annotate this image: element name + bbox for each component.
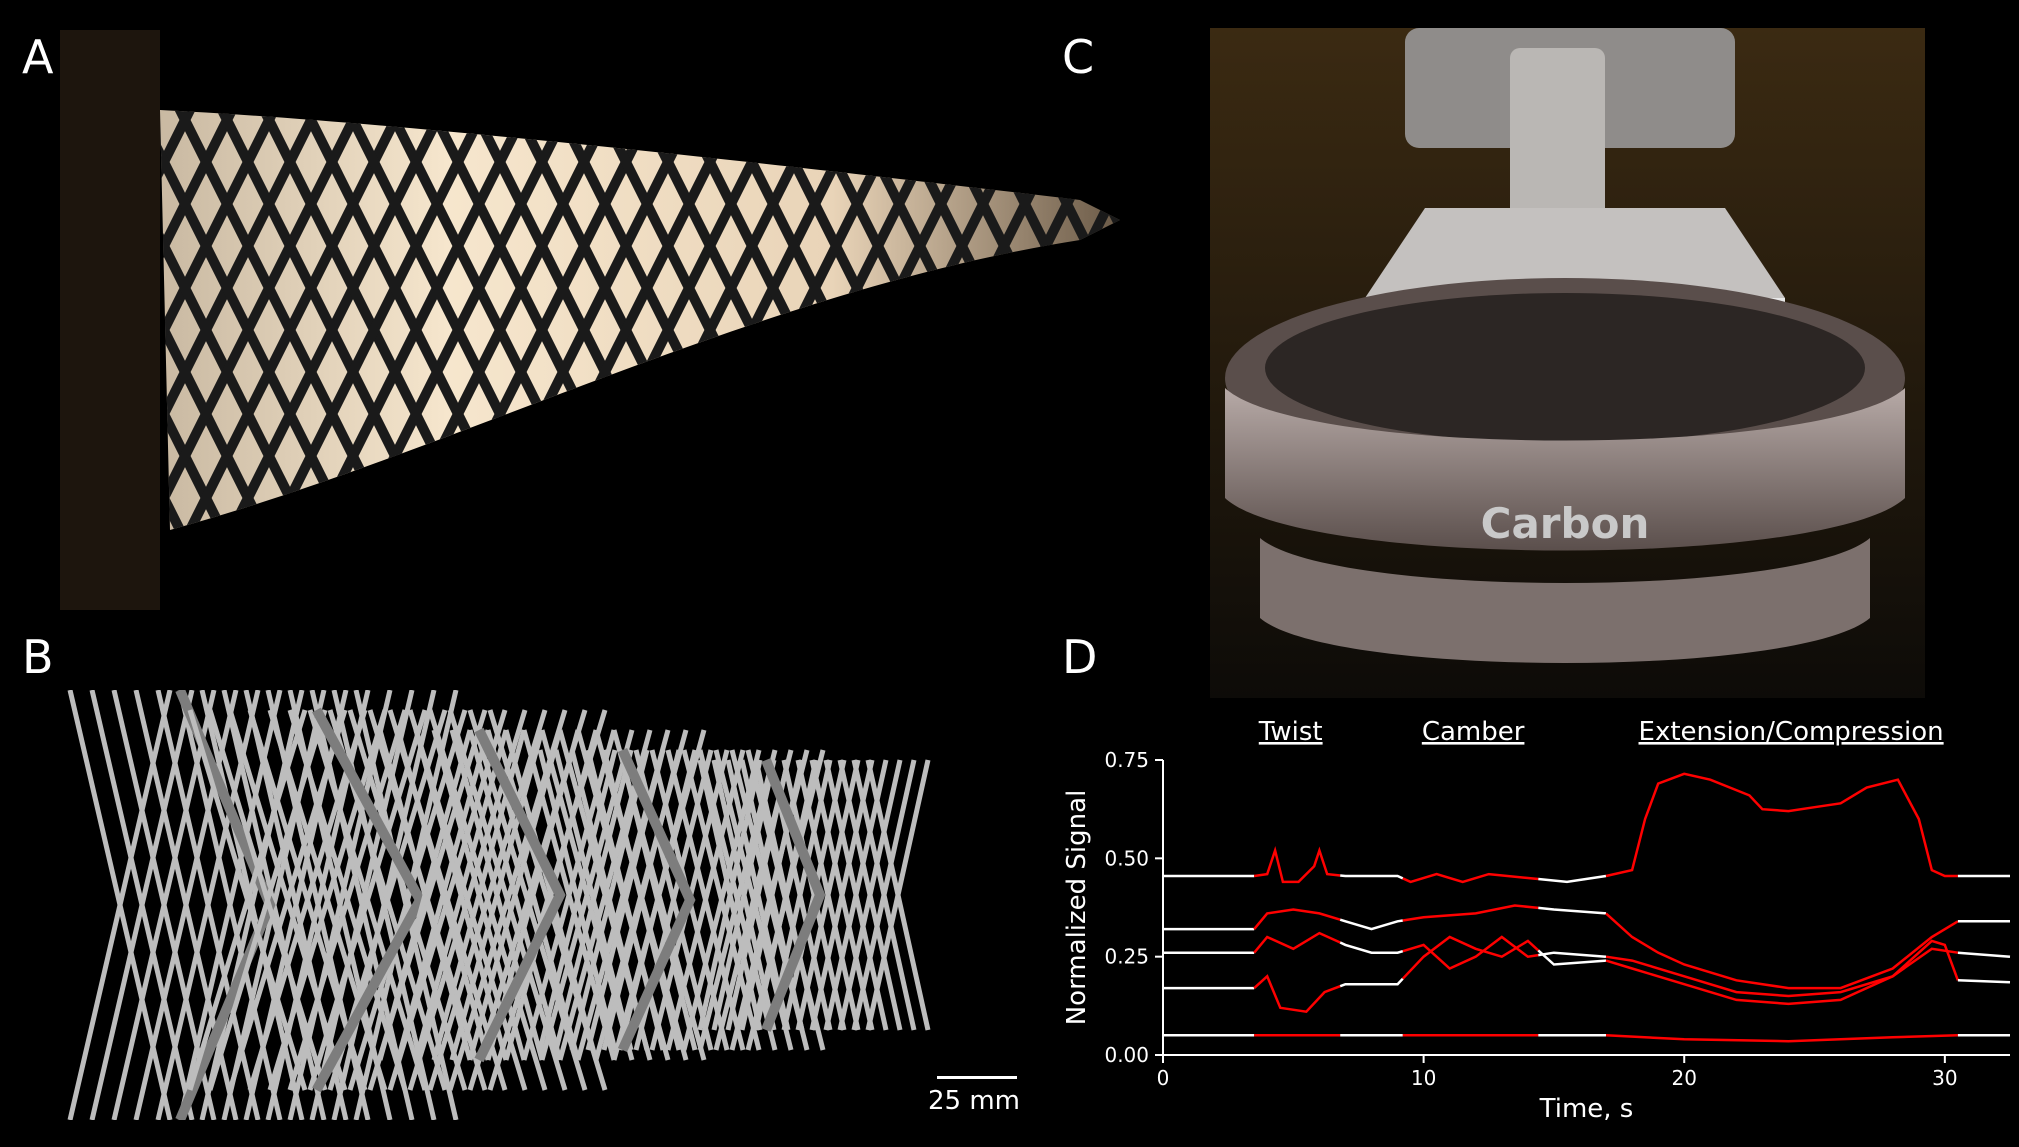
build-platform (1365, 208, 1785, 298)
x-axis-label: Time, s (1539, 1094, 1634, 1124)
series-5-line (1605, 1034, 1958, 1043)
scalebar-line (937, 1076, 1017, 1079)
mount-block (60, 30, 160, 610)
series-4-line (1401, 935, 1540, 980)
series-2-line (1402, 904, 1539, 922)
series-4-line (1253, 974, 1341, 1014)
annotation-label: Extension/Compression (1639, 717, 1944, 747)
series-3-line (1957, 951, 2011, 958)
series-2-line (1339, 918, 1403, 931)
head-bracket (1510, 48, 1605, 228)
annotation-label: Twist (1258, 717, 1323, 747)
y-tick-label: 0.00 (1104, 1043, 1149, 1067)
printer-base (1260, 538, 1870, 663)
series-3-line (1253, 931, 1341, 954)
series-1-line (1340, 874, 1404, 880)
series-4-line (1957, 979, 2011, 984)
x-tick-label: 30 (1932, 1066, 1957, 1090)
panel-b-lattice-segments-render (67, 690, 931, 1120)
scalebar-label: 25 mm (928, 1086, 1021, 1116)
panel-c-printer-photo: Carbon (1210, 28, 1925, 698)
series-3-line (1538, 951, 1607, 958)
carbon-brand-text: Carbon (1481, 499, 1650, 548)
resin-tray (1225, 388, 1905, 551)
series-1-line (1402, 872, 1539, 884)
x-tick-label: 10 (1411, 1066, 1436, 1090)
panel-a-lattice-wing-photo (60, 30, 1120, 610)
panel-letter-c: C (1062, 30, 1095, 84)
series-1-line (1538, 874, 1607, 884)
series-2-line (1605, 912, 1959, 990)
x-tick-label: 20 (1672, 1066, 1697, 1090)
y-tick-label: 0.75 (1104, 748, 1149, 772)
panel-letter-b: B (22, 630, 54, 684)
panel-d-signal-chart: 0.00 0.25 0.50 0.75 0 10 20 30 Time, s Normalized… (1062, 717, 2011, 1124)
series-3-line (1605, 947, 1959, 998)
series-1-line (1605, 772, 1958, 878)
series-2-line (1538, 906, 1607, 915)
series-4-line (1605, 939, 1960, 1006)
series-4-line (1339, 977, 1404, 988)
panel-letter-d: D (1062, 630, 1098, 684)
series-4-line (1537, 949, 1607, 966)
series-3-line (1339, 941, 1404, 954)
annotation-label: Camber (1422, 717, 1525, 747)
x-tick-label: 0 (1157, 1066, 1170, 1090)
series-3-line (1402, 935, 1539, 970)
y-tick-label: 0.50 (1104, 846, 1149, 870)
series-1-line (1254, 846, 1341, 884)
series-2-line (1253, 908, 1341, 930)
y-axis-label: Normalized Signal (1062, 790, 1092, 1026)
y-tick-label: 0.25 (1104, 945, 1149, 969)
panel-letter-a: A (22, 30, 54, 84)
